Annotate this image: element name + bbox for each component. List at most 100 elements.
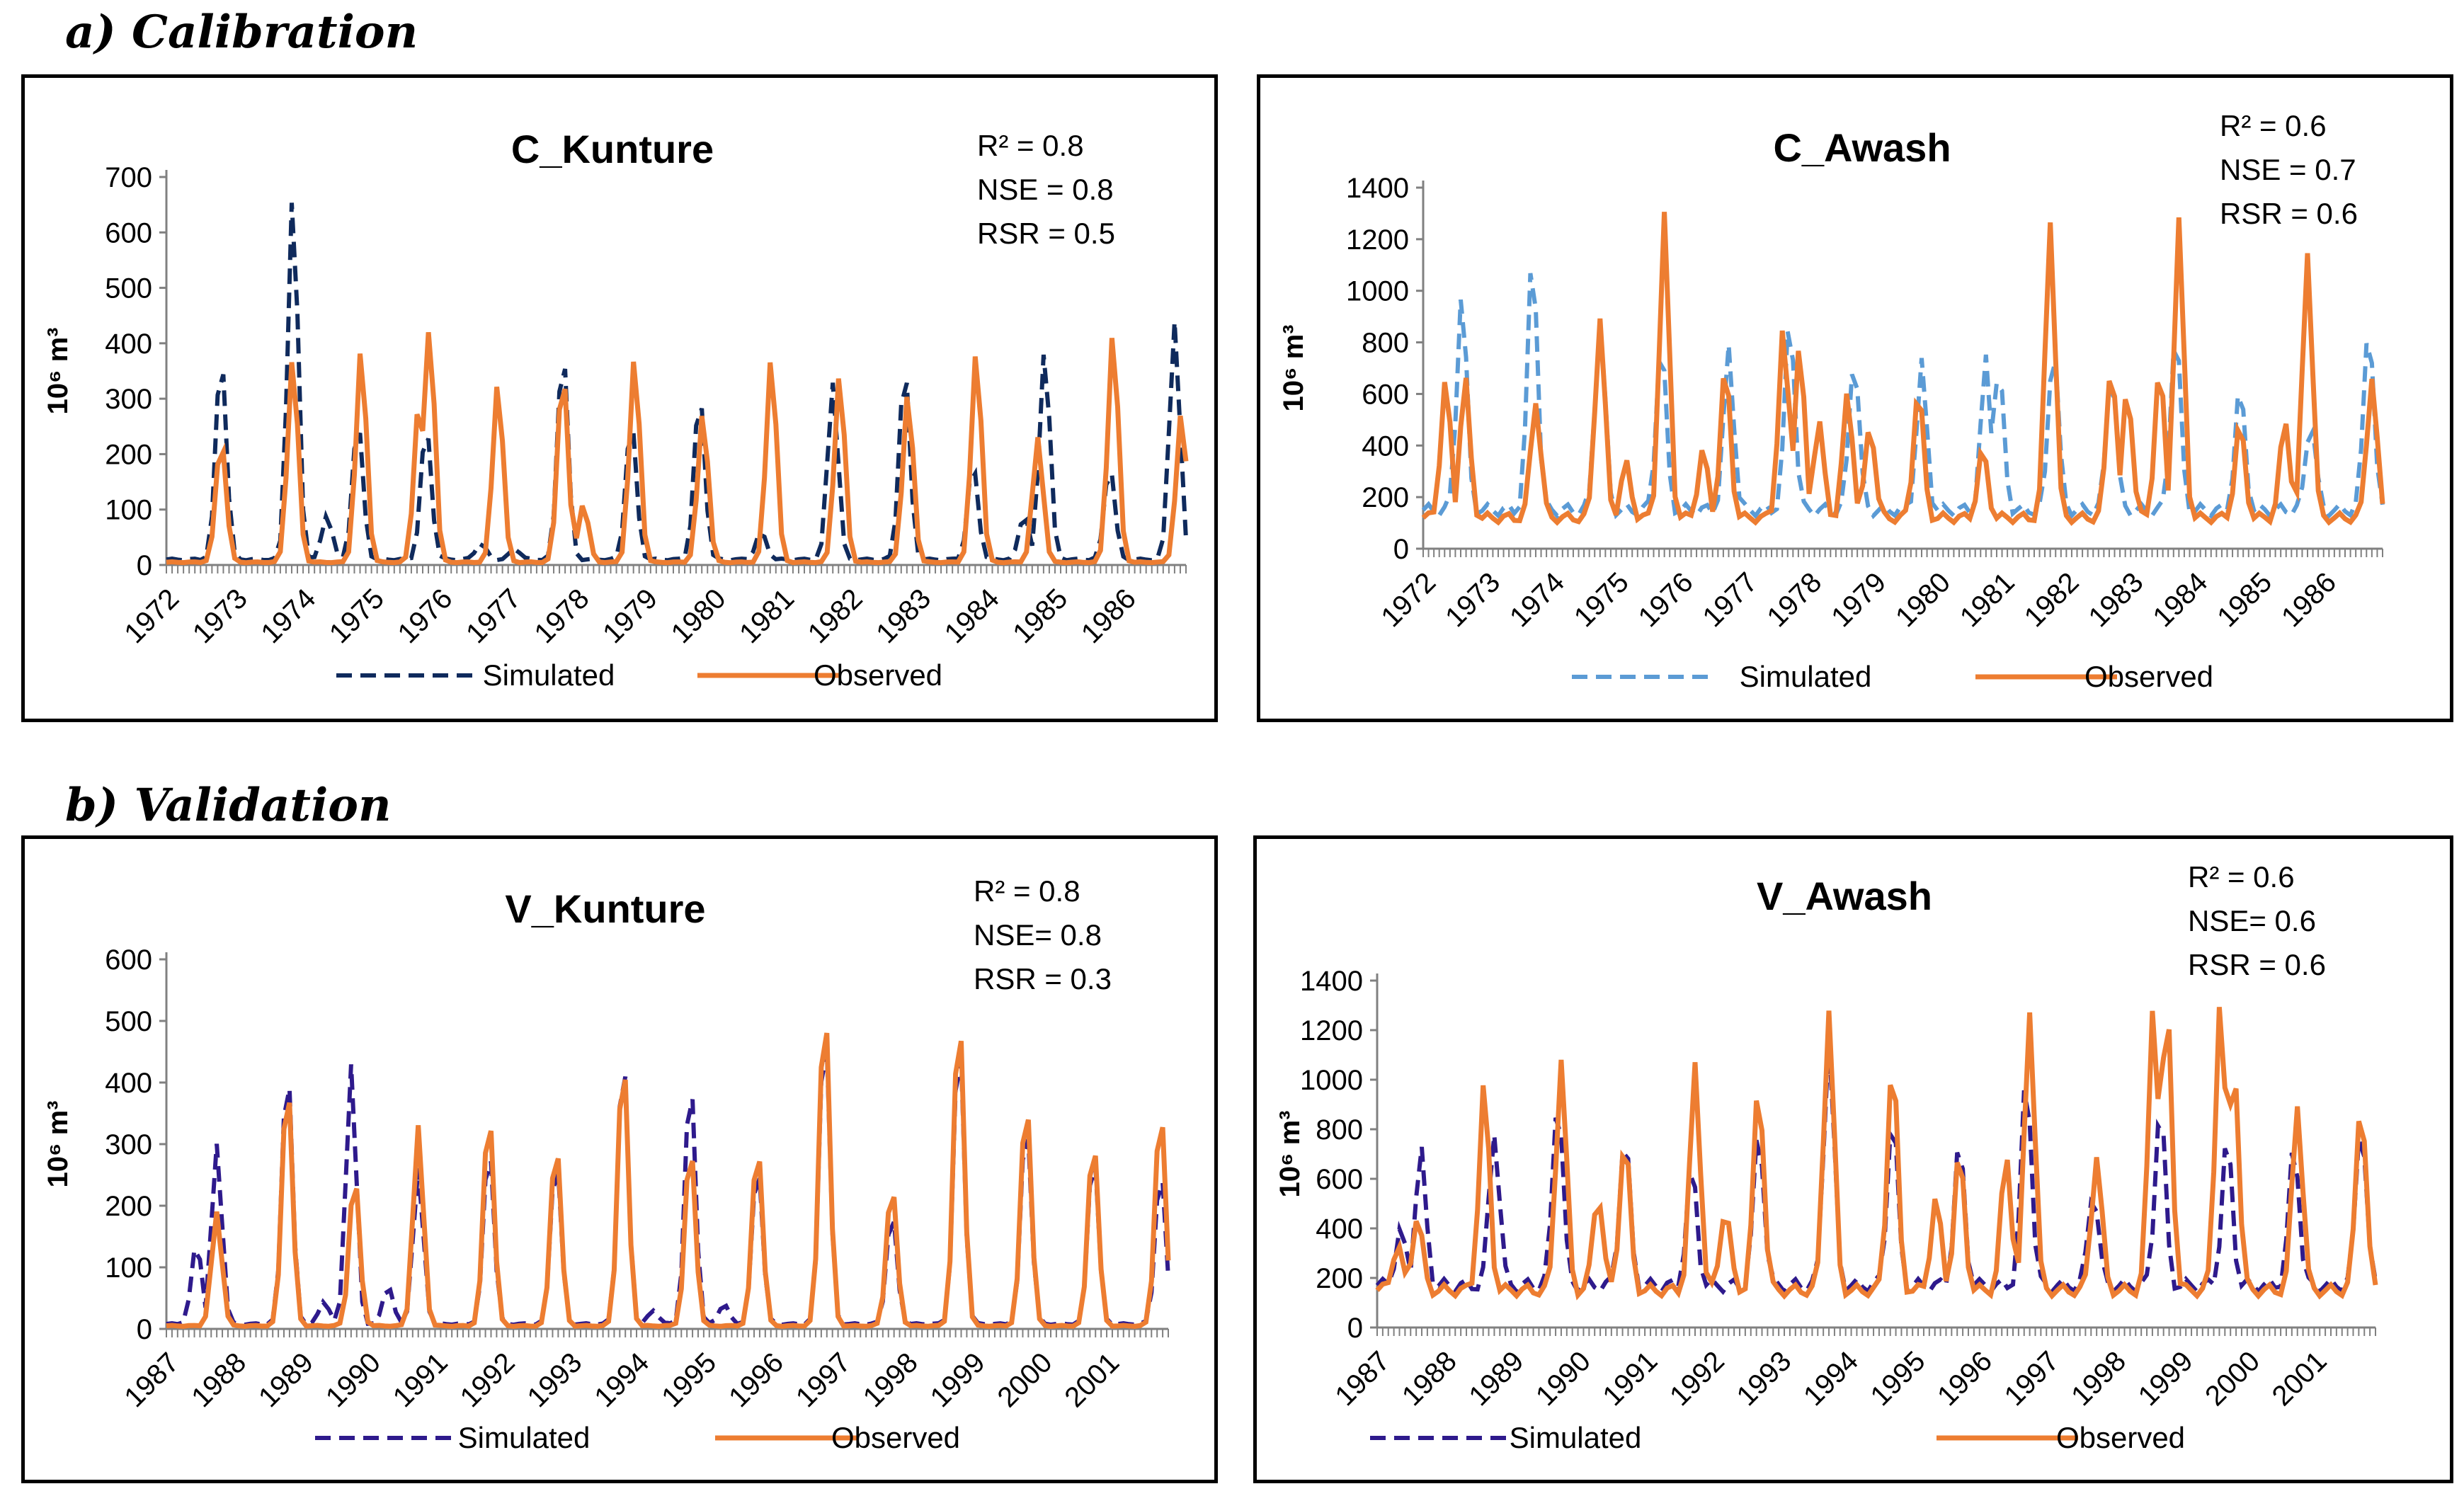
y-tick-label: 1000 [1300,1065,1363,1096]
stat-label: R² = 0.8 [974,874,1080,908]
x-tick-label: 2001 [1059,1347,1125,1413]
x-tick-label: 1997 [1999,1345,2065,1412]
x-tick-label: 1976 [1633,566,1699,633]
x-tick-label: 1997 [790,1347,857,1413]
stat-label: R² = 0.6 [2188,860,2295,893]
y-tick-label: 200 [1362,482,1409,513]
y-tick-label: 0 [137,1314,152,1345]
y-tick-label: 800 [1362,328,1409,359]
c-awash-panel: C_Awash R² = 0.6 NSE = 0.7 RSR = 0.6 10⁶ m³ 0… [1257,74,2453,722]
chart-title: V_Awash [1757,874,1932,918]
c-awash-chart: C_Awash R² = 0.6 NSE = 0.7 RSR = 0.6 10⁶ m³ 0… [1278,109,2385,693]
x-tick-label: 1985 [1007,583,1073,649]
y-tick-label: 0 [1347,1313,1363,1344]
c-kunture-chart: C_Kunture R² = 0.8 NSE = 0.8 RSR = 0.5 10⁶ m… [42,127,1189,692]
x-tick-label: 1988 [186,1347,252,1413]
stat-label: NSE= 0.8 [974,918,1102,952]
x-tick-label: 1989 [1463,1345,1529,1412]
y-tick-label: 500 [105,273,152,304]
x-tick-label: 2000 [992,1347,1059,1413]
y-tick-label: 300 [105,384,152,415]
y-tick-label: 100 [105,1252,152,1284]
stat-label: RSR = 0.5 [977,217,1115,250]
v-awash-panel: V_Awash R² = 0.6 NSE= 0.6 RSR = 0.6 10⁶ m³ 0 2… [1253,835,2453,1483]
y-tick-label: 200 [105,439,152,470]
x-tick-label: 1995 [1865,1345,1932,1412]
x-tick-label: 1972 [1375,566,1442,633]
y-tick-label: 1200 [1300,1015,1363,1046]
x-tick-label: 1987 [1329,1345,1396,1412]
x-tick-label: 1994 [1798,1345,1864,1412]
x-tick-label: 1998 [2065,1345,2132,1412]
x-tick-label: 1977 [460,583,527,649]
x-tick-label: 1986 [1076,583,1142,649]
x-tick-label: 1978 [529,583,595,649]
y-tick-label: 100 [105,495,152,526]
x-tick-label: 1975 [324,583,390,649]
y-tick-label: 600 [105,217,152,249]
legend-simulated-label: Simulated [483,658,615,692]
stat-label: RSR = 0.3 [974,962,1112,995]
x-tick-label: 1984 [2147,566,2213,633]
y-tick-label: 1200 [1346,224,1409,256]
x-tick-label: 1983 [2083,566,2150,633]
stat-label: R² = 0.8 [977,129,1084,162]
x-tick-label: 1993 [521,1347,588,1413]
x-tick-label: 2000 [2199,1345,2266,1412]
x-tick-label: 1996 [1932,1345,1998,1412]
stat-label: NSE = 0.7 [2220,153,2356,186]
legend-observed-label: Observed [2056,1421,2185,1454]
v-awash-chart: V_Awash R² = 0.6 NSE= 0.6 RSR = 0.6 10⁶ m³ 0 2… [1274,860,2378,1454]
y-tick-label: 700 [105,162,152,193]
observed-series-line [1375,1007,2378,1301]
stat-label: R² = 0.6 [2220,109,2327,142]
y-tick-label: 300 [105,1129,152,1160]
x-tick-label: 1977 [1697,566,1764,633]
y-tick-label: 0 [137,550,152,581]
stat-label: NSE= 0.6 [2188,904,2316,937]
x-tick-label: 1989 [253,1347,319,1413]
legend-observed-label: Observed [2084,660,2213,693]
x-tick-label: 1978 [1761,566,1827,633]
x-tick-label: 1984 [939,583,1005,649]
x-tick-label: 1973 [1439,566,1506,633]
x-tick-label: 1988 [1396,1345,1463,1412]
x-tick-label: 1976 [392,583,458,649]
x-tick-label: 1998 [857,1347,924,1413]
y-axis-label: 10⁶ m³ [42,1101,74,1188]
v-kunture-chart: V_Kunture R² = 0.8 NSE= 0.8 RSR = 0.3 10⁶ m³… [42,874,1171,1454]
y-tick-label: 800 [1316,1114,1363,1146]
x-tick-label: 1992 [455,1347,521,1413]
c-kunture-panel: C_Kunture R² = 0.8 NSE = 0.8 RSR = 0.5 10⁶ m… [21,74,1218,722]
legend-simulated-label: Simulated [1510,1421,1642,1454]
v-kunture-panel: V_Kunture R² = 0.8 NSE= 0.8 RSR = 0.3 10⁶ m³… [21,835,1218,1483]
y-axis-label: 10⁶ m³ [1274,1111,1306,1198]
x-tick-label: 1985 [2211,566,2278,633]
x-tick-label: 1990 [320,1347,387,1413]
y-tick-label: 400 [1362,430,1409,462]
x-tick-label: 1992 [1664,1345,1730,1412]
x-tick-label: 1982 [802,583,869,649]
x-tick-label: 1993 [1730,1345,1797,1412]
x-tick-label: 1996 [723,1347,789,1413]
y-tick-label: 600 [1362,379,1409,410]
y-tick-label: 400 [105,1068,152,1099]
x-tick-label: 1974 [255,583,321,649]
y-tick-label: 1000 [1346,276,1409,307]
x-tick-label: 1991 [387,1347,454,1413]
y-tick-label: 200 [1316,1263,1363,1294]
chart-title: C_Kunture [511,127,714,171]
simulated-series-line [1421,273,2385,520]
y-tick-label: 500 [105,1006,152,1037]
x-tick-label: 1999 [2133,1345,2199,1412]
y-tick-label: 1400 [1346,173,1409,204]
y-tick-label: 1400 [1300,966,1363,997]
calibration-label: a) Calibration [65,6,418,59]
x-tick-label: 1983 [870,583,937,649]
x-tick-label: 1980 [1890,566,1956,633]
simulated-series-line [1375,1038,2378,1296]
y-tick-label: 0 [1393,534,1409,565]
y-tick-label: 200 [105,1191,152,1222]
stat-label: RSR = 0.6 [2188,948,2326,981]
x-tick-label: 1991 [1597,1345,1663,1412]
